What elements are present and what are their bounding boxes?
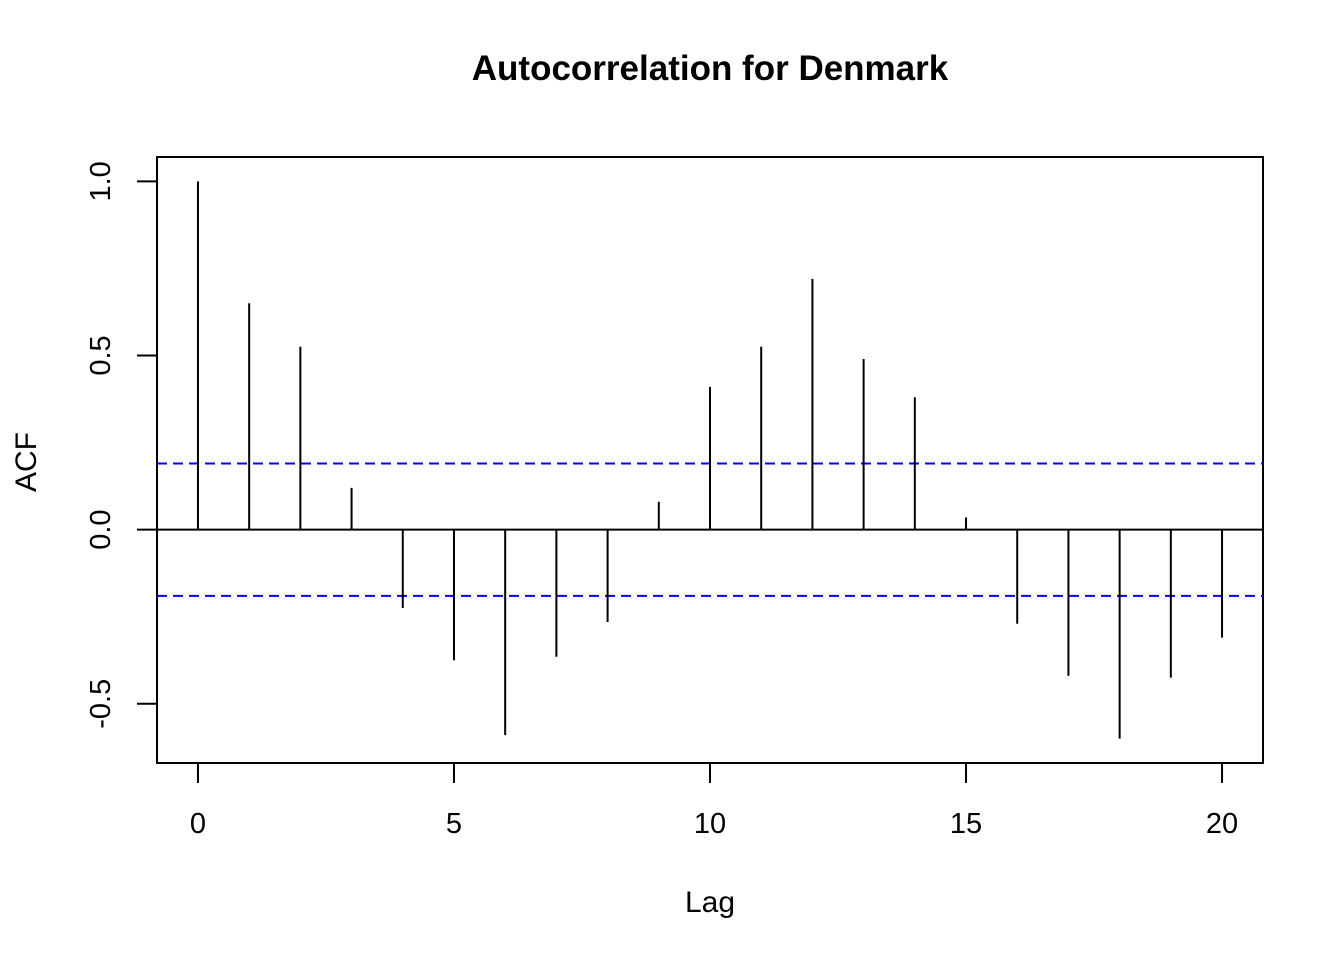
x-tick-label: 5 (446, 808, 462, 840)
y-tick-label: 0.0 (85, 509, 117, 549)
x-tick-label: 0 (190, 808, 206, 840)
y-axis: -0.5 0.0 0.5 1.0 (85, 161, 158, 729)
y-tick-label: 1.0 (85, 161, 117, 201)
x-axis-label: Lag (685, 886, 735, 919)
chart-title: Autocorrelation for Denmark (472, 49, 949, 88)
y-tick-label: -0.5 (85, 679, 117, 729)
y-axis-label: ACF (10, 432, 43, 492)
x-axis: 0 5 10 15 20 (190, 762, 1238, 840)
acf-bars (196, 181, 1224, 739)
y-tick-label: 0.5 (85, 335, 117, 375)
x-tick-label: 20 (1206, 808, 1238, 840)
x-tick-label: 15 (950, 808, 982, 840)
x-tick-label: 10 (694, 808, 726, 840)
